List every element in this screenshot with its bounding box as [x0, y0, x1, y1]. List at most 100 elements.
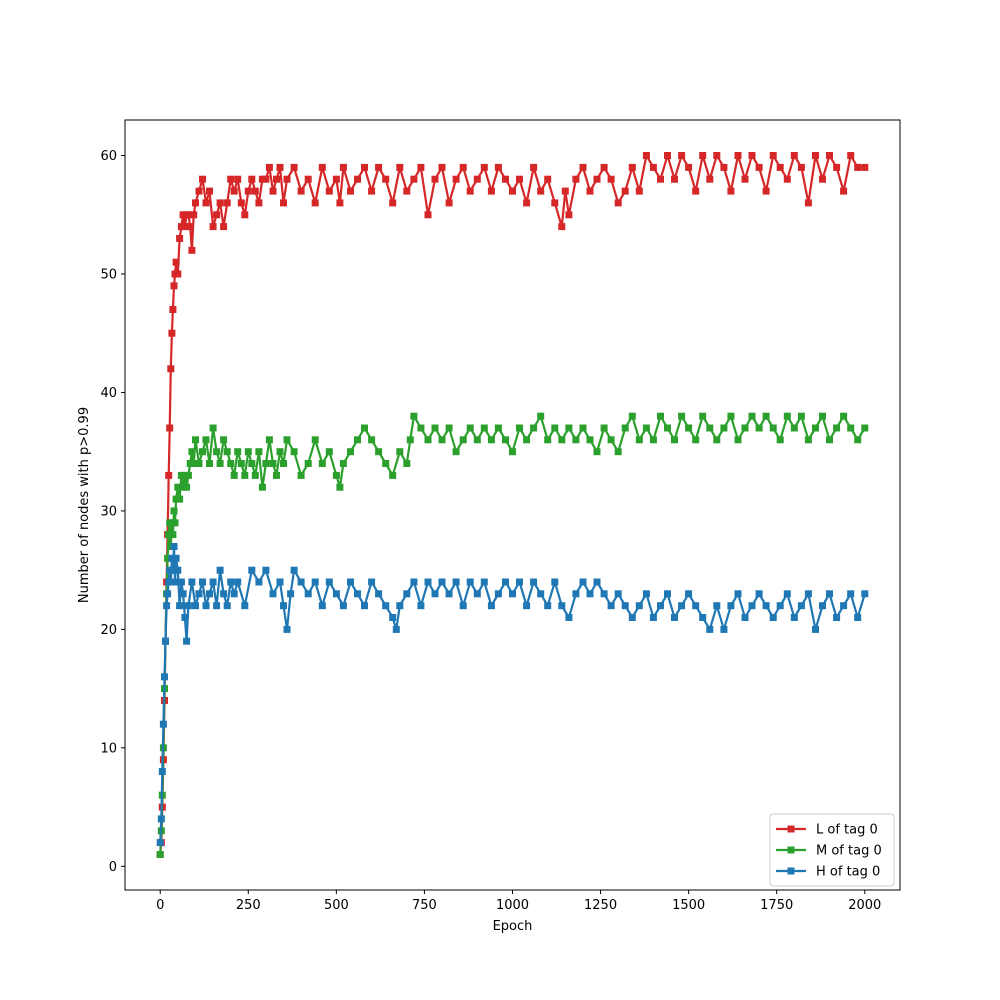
data-point [339, 460, 347, 467]
data-point [325, 448, 333, 456]
data-point [854, 436, 862, 444]
data-point [230, 471, 238, 479]
data-point [840, 602, 848, 610]
data-point [561, 187, 569, 195]
data-point [184, 211, 192, 219]
data-point [600, 424, 608, 432]
data-point [833, 424, 841, 432]
data-point [657, 175, 664, 183]
data-point [649, 163, 657, 171]
data-point [382, 460, 390, 467]
data-point [192, 199, 199, 207]
data-point [170, 507, 178, 515]
data-point [635, 602, 643, 610]
data-point [202, 602, 210, 610]
data-point [311, 199, 319, 207]
data-point [396, 448, 404, 456]
data-point [251, 471, 259, 479]
data-point [172, 554, 180, 562]
data-point [706, 175, 714, 183]
data-point [642, 590, 650, 598]
data-point [537, 590, 545, 598]
data-point [741, 614, 749, 621]
data-point [223, 448, 231, 456]
data-point [769, 152, 777, 159]
data-point [276, 578, 284, 586]
data-point [551, 199, 559, 207]
data-point [168, 554, 176, 562]
data-point [819, 175, 826, 183]
data-point [509, 590, 516, 598]
data-point [769, 614, 777, 621]
data-point [230, 187, 238, 195]
x-tick-label: 0 [156, 898, 164, 913]
data-point [826, 152, 833, 159]
data-point [192, 602, 199, 610]
data-point [523, 199, 531, 207]
data-point [445, 199, 453, 207]
data-point [332, 175, 340, 183]
x-axis-ticks: 0 250 500 750 1000 1250 1500 1750 2000 [156, 890, 881, 913]
data-point [417, 602, 425, 610]
data-point [410, 412, 418, 420]
data-point [347, 448, 354, 456]
data-point [290, 448, 298, 456]
data-point [833, 163, 841, 171]
data-point [466, 187, 474, 195]
data-point [783, 412, 791, 420]
data-point [741, 175, 749, 183]
data-point [776, 602, 784, 610]
data-point [311, 578, 319, 586]
data-point [304, 590, 312, 598]
data-point [438, 578, 446, 586]
data-point [184, 602, 192, 610]
data-point [713, 602, 721, 610]
data-point [755, 590, 763, 598]
data-point [169, 566, 177, 574]
data-point [826, 436, 833, 444]
data-point [671, 614, 678, 621]
data-point [692, 187, 700, 195]
data-point [269, 590, 277, 598]
data-point [755, 424, 763, 432]
data-point [167, 365, 175, 373]
data-point [424, 211, 432, 219]
data-point [621, 187, 629, 195]
data-point [727, 412, 735, 420]
data-point [438, 163, 446, 171]
data-point [170, 282, 178, 290]
data-point [502, 436, 509, 444]
data-point [551, 578, 559, 586]
data-point [572, 590, 580, 598]
series-line [159, 415, 866, 855]
data-point [593, 448, 601, 456]
plot-frame [124, 119, 901, 891]
data-point [516, 175, 523, 183]
y-tick-label: 30 [100, 504, 117, 519]
data-point [361, 424, 368, 432]
data-point [234, 578, 242, 586]
series-layer [156, 152, 869, 858]
data-point [797, 602, 805, 610]
data-point [199, 175, 206, 183]
data-point [776, 163, 784, 171]
data-point [487, 602, 495, 610]
data-point [297, 578, 305, 586]
data-point [642, 152, 650, 159]
legend: L of tag 0 M of tag 0 H of tag 0 [769, 813, 895, 887]
x-tick-label: 1000 [496, 898, 529, 913]
data-point [812, 625, 819, 633]
data-point [734, 590, 742, 598]
data-point [209, 223, 217, 231]
data-point [255, 578, 263, 586]
data-point [494, 424, 502, 432]
data-point [797, 412, 805, 420]
x-tick-label: 1250 [584, 898, 617, 913]
data-point [459, 436, 467, 444]
data-point [692, 602, 700, 610]
data-point [847, 152, 855, 159]
data-point [628, 614, 636, 621]
data-point [861, 590, 869, 598]
data-point [318, 460, 326, 467]
data-point [389, 614, 397, 621]
